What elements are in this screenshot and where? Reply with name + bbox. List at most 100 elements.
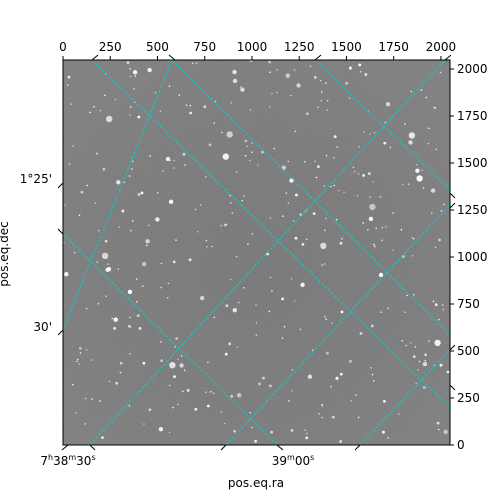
star <box>79 352 82 354</box>
star <box>359 332 363 335</box>
star <box>320 99 323 102</box>
star <box>330 385 332 388</box>
star <box>232 69 237 75</box>
star <box>236 346 239 349</box>
star <box>370 324 374 328</box>
star <box>424 359 427 362</box>
star <box>180 355 183 357</box>
star <box>271 92 273 95</box>
star <box>352 166 355 169</box>
star <box>200 295 205 301</box>
star <box>434 246 437 249</box>
star <box>96 152 98 155</box>
world-tick-mark <box>449 202 456 209</box>
star <box>421 169 423 171</box>
star <box>67 75 71 79</box>
star <box>129 114 131 116</box>
right-tick-label: 1000 <box>457 250 488 264</box>
star <box>270 430 273 434</box>
star <box>305 436 309 440</box>
star <box>295 193 298 197</box>
star <box>283 326 286 328</box>
star <box>118 226 120 228</box>
grid-line <box>225 204 450 445</box>
star <box>384 121 387 124</box>
star <box>155 217 160 222</box>
star <box>228 342 232 346</box>
star <box>385 225 387 228</box>
star <box>168 384 171 387</box>
star <box>149 155 151 157</box>
star <box>369 133 372 135</box>
star <box>335 376 339 380</box>
star <box>304 161 306 163</box>
star <box>269 71 272 73</box>
star <box>325 318 327 321</box>
star <box>311 349 314 352</box>
star <box>134 75 137 77</box>
star <box>299 328 302 331</box>
star <box>126 61 130 65</box>
star <box>433 106 436 109</box>
x-axis-label: pos.eq.ra <box>228 476 284 490</box>
star <box>160 262 163 265</box>
star <box>333 157 335 159</box>
star <box>172 260 176 264</box>
star <box>269 384 272 388</box>
star <box>64 204 67 206</box>
star <box>287 202 290 204</box>
star <box>412 355 416 358</box>
star <box>129 316 131 319</box>
star <box>131 160 134 163</box>
world-tick-mark <box>91 54 99 61</box>
star <box>420 89 423 91</box>
star <box>324 263 326 265</box>
star <box>414 346 417 348</box>
star <box>320 91 323 93</box>
star <box>422 386 426 389</box>
star <box>353 170 356 173</box>
star <box>382 430 385 434</box>
grid-line <box>63 60 173 331</box>
star <box>160 359 164 362</box>
star <box>146 244 148 247</box>
star <box>339 440 343 443</box>
star <box>229 278 232 281</box>
star <box>305 238 308 240</box>
star <box>363 131 366 133</box>
star <box>94 202 97 204</box>
star <box>258 382 261 386</box>
star <box>179 363 184 368</box>
star <box>331 322 333 325</box>
star <box>136 300 138 303</box>
star <box>254 439 257 443</box>
star <box>220 411 223 413</box>
star <box>182 390 184 393</box>
star <box>131 220 134 222</box>
star <box>108 380 111 383</box>
star <box>321 405 324 407</box>
star <box>175 239 177 241</box>
world-tick-mark <box>314 54 322 61</box>
top-pixel-ticks: 0 250 500 750 1000 1250 1500 1750 2000 <box>59 40 456 60</box>
star <box>315 176 318 179</box>
star <box>111 317 114 320</box>
star <box>313 76 317 79</box>
star <box>101 436 104 439</box>
star <box>174 346 176 348</box>
star <box>76 358 79 361</box>
star <box>409 342 412 344</box>
star <box>177 403 179 406</box>
world-tick-mark <box>168 54 176 61</box>
star <box>129 75 132 78</box>
star <box>172 362 175 365</box>
star <box>411 254 414 257</box>
star <box>306 432 308 435</box>
star <box>129 353 131 355</box>
star <box>213 316 216 319</box>
star <box>168 199 174 204</box>
star <box>66 84 69 86</box>
star <box>410 90 413 93</box>
star <box>369 196 372 198</box>
right-tick-label: 250 <box>457 391 480 405</box>
